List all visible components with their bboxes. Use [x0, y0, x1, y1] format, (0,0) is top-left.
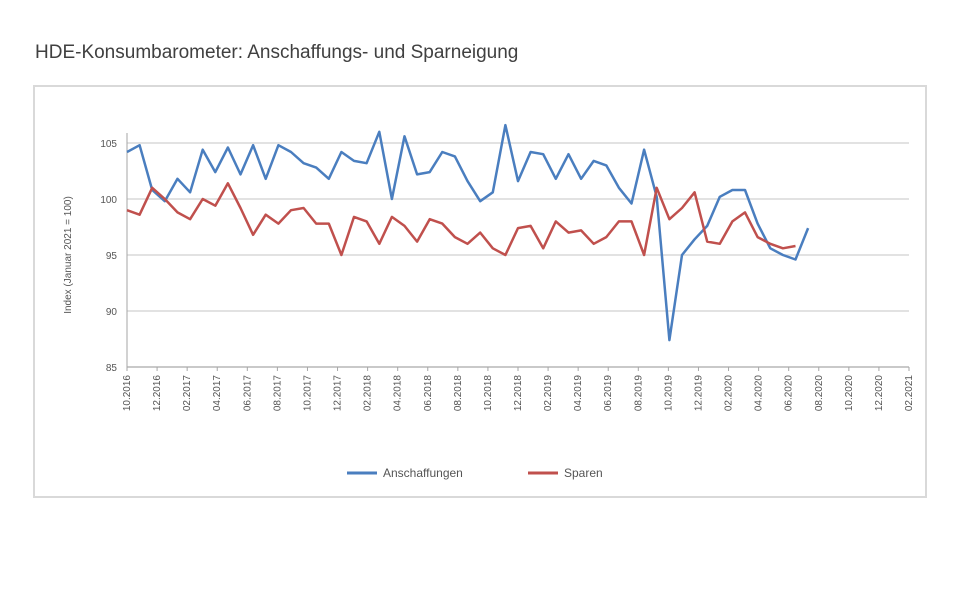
- x-tick-label: 06.2017: [242, 375, 253, 412]
- x-tick-label: 10.2017: [302, 375, 313, 412]
- x-tick-label: 06.2018: [423, 375, 434, 412]
- x-tick-label: 04.2020: [754, 375, 765, 412]
- y-tick-label: 100: [100, 195, 117, 206]
- line-chart: 85 90 95 100 105 Index (Januar 2021 = 100) 10.…: [63, 123, 915, 480]
- x-tick-label: 10.2020: [844, 375, 855, 412]
- y-tick-label: 105: [100, 139, 117, 150]
- x-tick-label: 02.2018: [363, 375, 374, 412]
- x-tick-label: 04.2018: [393, 375, 404, 412]
- x-tick-label: 08.2019: [633, 375, 644, 412]
- series-line-sparen: [126, 182, 796, 257]
- page-title: HDE-Konsumbarometer: Anschaffungs- und S…: [35, 42, 519, 63]
- x-tick-label: 02.2017: [182, 375, 193, 412]
- x-tick-label: 04.2017: [212, 375, 223, 412]
- legend-label: Sparen: [564, 466, 603, 480]
- x-tick-label: 12.2018: [513, 375, 524, 412]
- x-tick-label: 10.2019: [663, 375, 674, 412]
- x-tick-label: 08.2018: [453, 375, 464, 412]
- x-tick-label: 08.2020: [814, 375, 825, 412]
- x-tick-label: 12.2016: [152, 375, 163, 412]
- chart-frame: 85 90 95 100 105 Index (Januar 2021 = 100) 10.…: [33, 85, 927, 498]
- y-axis-label: Index (Januar 2021 = 100): [63, 196, 74, 314]
- series-line-anschaffungen: [126, 123, 810, 342]
- x-tick-label: 10.2016: [122, 375, 133, 412]
- x-tick-label: 02.2019: [543, 375, 554, 412]
- legend-label: Anschaffungen: [383, 466, 463, 480]
- x-tick-label: 04.2019: [573, 375, 584, 412]
- x-tick-label: 08.2017: [272, 375, 283, 412]
- y-tick-label: 90: [106, 307, 118, 318]
- x-tick-label: 10.2018: [483, 375, 494, 412]
- x-tick-label: 12.2017: [333, 375, 344, 412]
- x-tick-label: 02.2021: [904, 375, 915, 412]
- x-tick-label: 06.2020: [784, 375, 795, 412]
- x-tick-label: 12.2020: [874, 375, 885, 412]
- x-tick-label: 06.2019: [603, 375, 614, 412]
- x-tick-label: 12.2019: [693, 375, 704, 412]
- y-tick-label: 95: [106, 251, 118, 262]
- x-tick-label: 02.2020: [724, 375, 735, 412]
- y-tick-label: 85: [106, 363, 118, 374]
